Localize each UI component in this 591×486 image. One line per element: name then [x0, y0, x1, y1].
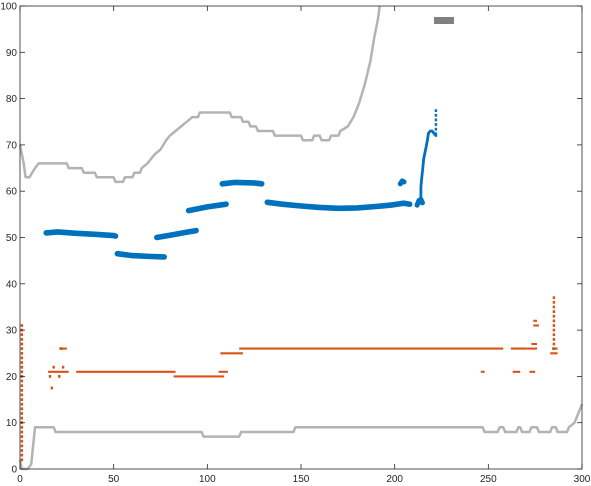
series-12-point-14 — [20, 393, 24, 397]
series-12-point-5 — [20, 435, 24, 438]
series-1 — [18, 403, 584, 471]
series-4 — [154, 227, 199, 241]
series-0 — [18, 5, 381, 184]
series-12-point-31 — [48, 375, 52, 378]
series-11-point-1 — [434, 127, 438, 131]
series-12-point-10 — [20, 412, 24, 415]
series-10-band — [419, 129, 438, 202]
series-12-point-16 — [20, 384, 24, 388]
series-11-point-4 — [434, 113, 438, 117]
series-layer — [18, 5, 584, 471]
series-12-point-19 — [20, 370, 24, 374]
series-12-point-1 — [20, 453, 24, 457]
series-12-point-27 — [20, 333, 24, 337]
series-12-point-32 — [52, 365, 55, 369]
y-tick-label-5: 50 — [6, 233, 18, 244]
series-12-point-33 — [58, 375, 61, 378]
y-tick-label-9: 90 — [6, 48, 18, 59]
y-tick-label-6: 60 — [6, 187, 18, 198]
series-12-point-39 — [552, 333, 556, 337]
y-tick-label-2: 20 — [6, 372, 18, 383]
series-12-point-6 — [20, 430, 24, 434]
series-2 — [43, 229, 119, 239]
series-5 — [185, 201, 229, 214]
series-12-point-47 — [552, 296, 556, 300]
legend-marker — [434, 17, 454, 24]
series-12-point-29 — [20, 324, 24, 327]
x-tick-label-1: 50 — [108, 474, 120, 485]
series-12-point-2 — [20, 449, 24, 452]
series-13 — [48, 319, 558, 378]
y-tick-label-3: 30 — [6, 326, 18, 337]
series-12-point-25 — [20, 342, 24, 346]
series-0-line — [18, 5, 381, 184]
series-2-band — [43, 229, 119, 239]
series-12-point-20 — [20, 365, 24, 369]
series-11-point-0 — [434, 132, 438, 136]
series-12-point-42 — [552, 319, 556, 323]
series-12-point-44 — [552, 310, 556, 313]
series-12-point-11 — [20, 407, 24, 411]
y-tick-label-4: 40 — [6, 279, 18, 290]
series-12-point-9 — [20, 416, 24, 420]
series-12-point-12 — [20, 402, 24, 406]
series-12-point-15 — [20, 388, 24, 392]
series-5-band — [185, 201, 229, 214]
series-12-point-30 — [50, 386, 53, 390]
series-11-point-5 — [434, 109, 438, 112]
series-3-band — [114, 250, 167, 260]
y-tick-label-8: 80 — [6, 94, 18, 105]
series-11-point-3 — [434, 118, 438, 122]
series-1-line — [18, 403, 584, 471]
x-tick-label-3: 150 — [293, 474, 310, 485]
series-3 — [114, 250, 167, 260]
series-12-point-23 — [20, 351, 24, 355]
x-tick-label-4: 200 — [386, 474, 403, 485]
series-9 — [397, 178, 407, 187]
series-12-point-24 — [20, 347, 24, 350]
series-12-point-13 — [20, 398, 24, 401]
series-12-point-22 — [20, 356, 24, 360]
series-11 — [434, 109, 438, 136]
series-12-point-40 — [552, 328, 556, 332]
series-4-band — [154, 227, 199, 241]
y-tick-label-0: 0 — [11, 465, 17, 476]
y-tick-label-10: 100 — [0, 2, 17, 13]
series-12-point-4 — [20, 439, 24, 443]
series-6-band — [219, 179, 265, 187]
series-12-point-41 — [552, 324, 556, 327]
series-10 — [419, 129, 438, 202]
series-12-point-37 — [552, 342, 556, 346]
series-12-point-38 — [552, 338, 556, 341]
x-tick-label-0: 0 — [17, 474, 23, 485]
y-tick-label-7: 70 — [6, 140, 18, 151]
series-6 — [219, 179, 265, 187]
series-9-band — [397, 178, 407, 187]
series-12-point-43 — [552, 314, 556, 318]
series-12-point-17 — [20, 379, 24, 383]
series-12 — [20, 296, 556, 462]
series-12-point-3 — [20, 444, 24, 448]
series-12-point-0 — [20, 458, 24, 462]
series-12-point-35 — [61, 365, 65, 369]
x-tick-label-2: 100 — [199, 474, 216, 485]
x-tick-label-5: 250 — [480, 474, 497, 485]
y-tick-label-1: 10 — [6, 418, 18, 429]
series-7-band — [264, 199, 413, 212]
x-tick-label-6: 300 — [574, 474, 591, 485]
series-12-point-26 — [20, 338, 24, 341]
series-12-point-21 — [20, 361, 24, 364]
series-11-point-2 — [434, 123, 438, 126]
series-12-point-46 — [552, 300, 556, 304]
series-12-point-7 — [20, 425, 24, 429]
series-7 — [264, 199, 413, 212]
series-12-point-45 — [552, 305, 556, 309]
